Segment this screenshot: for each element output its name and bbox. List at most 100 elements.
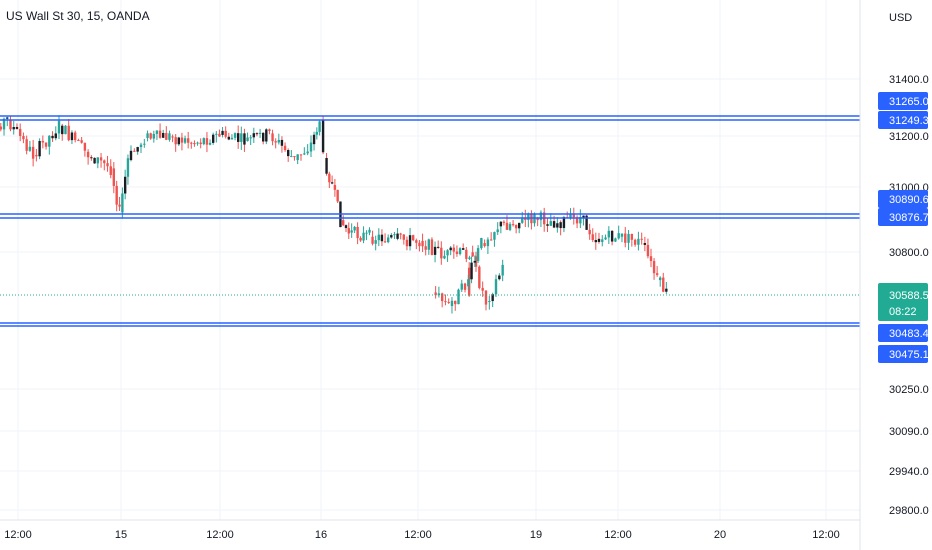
candle-up [620, 233, 624, 237]
candle-up [306, 151, 309, 154]
candle-down [280, 139, 284, 146]
candle-down [118, 204, 121, 207]
candle-up [246, 137, 249, 142]
candle-up [303, 153, 306, 155]
candle-up [396, 233, 399, 239]
candle-down [25, 139, 28, 151]
candle-down [478, 266, 481, 288]
candle-up [177, 137, 181, 145]
candle-down [455, 251, 459, 255]
candle-up [486, 239, 490, 247]
candle-up [28, 146, 32, 151]
price-axis-tick-label: 30800.0 [889, 247, 929, 259]
candle-up [443, 255, 446, 259]
candle-up [476, 248, 480, 261]
candle-down [610, 230, 614, 242]
candle-down [236, 133, 240, 142]
last-price-tag [878, 283, 928, 321]
candle-down [630, 233, 634, 240]
candle-down [461, 248, 465, 250]
candle-down [514, 225, 518, 229]
candle-up [494, 279, 498, 295]
candle-down [359, 237, 362, 241]
candle-down [424, 246, 427, 250]
candle-down [383, 241, 387, 243]
candle-down [444, 301, 447, 303]
candle-down [174, 137, 177, 145]
candle-down [356, 226, 359, 238]
candle-down [224, 130, 227, 137]
candle-up [617, 233, 620, 239]
symbol-title[interactable]: US Wall St 30, 15, OANDA [6, 9, 150, 23]
candle-down [347, 228, 350, 234]
candle-down [67, 125, 70, 141]
candle-up [54, 133, 57, 139]
candle-up [659, 277, 662, 281]
price-level-tag-label: 31249.3 [889, 115, 929, 127]
candle-down [165, 132, 168, 140]
candle-down [35, 154, 38, 157]
candle-down [158, 130, 162, 138]
candle-down [274, 141, 277, 143]
candle-up [582, 215, 585, 218]
candle-up [139, 144, 143, 148]
candle-down [51, 135, 54, 139]
candle-up [123, 176, 127, 194]
candle-down [511, 224, 515, 226]
price-level-tag-label: 30876.7 [889, 212, 929, 224]
last-price-value: 30588.5 [889, 290, 929, 302]
candle-up [604, 237, 607, 240]
candle-down [77, 140, 80, 142]
candle-down [415, 240, 418, 243]
candle-down [227, 136, 231, 140]
candle-down [471, 252, 474, 257]
candle-down [342, 220, 345, 226]
candle-down [218, 133, 221, 137]
price-axis-tick-label: 30090.0 [889, 426, 929, 438]
candle-up [249, 137, 252, 139]
candle-up [480, 237, 483, 249]
candle-down [103, 160, 106, 164]
candle-down [662, 277, 665, 292]
time-axis[interactable]: 12:00 15 12:00 16 12:00 19 12:00 20 12:00 [4, 529, 840, 541]
candle-up [152, 133, 156, 139]
candle-down [502, 221, 506, 223]
candle-up [614, 238, 617, 242]
candle-down [180, 137, 184, 143]
candle-up [48, 135, 51, 147]
price-tags: 31265.0 31249.3 30890.6 30876.7 30483.4 30475… [878, 92, 929, 363]
candle-up [449, 247, 452, 251]
candle-down [261, 132, 265, 142]
candle-down [109, 166, 112, 175]
candle-down [333, 185, 337, 190]
candle-up [437, 293, 441, 296]
candle-up [6, 117, 9, 119]
candle-up [521, 217, 524, 223]
candle-down [171, 136, 174, 138]
candle-down [336, 189, 339, 202]
candle-down [430, 239, 434, 255]
candle-down [86, 151, 90, 158]
time-axis-tick-label: 12:00 [812, 529, 840, 541]
time-axis-tick-label: 12:00 [604, 529, 632, 541]
candle-up [556, 223, 559, 228]
candle-down [447, 301, 450, 303]
candle-up [579, 216, 582, 224]
candle-up [549, 221, 552, 226]
candle-down [481, 287, 484, 291]
time-axis-tick-label: 20 [714, 529, 726, 541]
candle-down [559, 222, 562, 229]
horizontal-levels[interactable] [0, 115, 860, 327]
candle-up [183, 138, 187, 143]
time-axis-tick-label: 19 [530, 529, 542, 541]
candle-down [90, 157, 93, 159]
candle-down [624, 233, 627, 243]
candle-up [627, 233, 630, 243]
price-axis-tick-label: 29940.0 [889, 466, 929, 478]
candle-down [321, 119, 325, 153]
candle-down [15, 127, 19, 129]
candle-down [93, 157, 96, 164]
candle-down [112, 168, 116, 186]
candle-down [411, 235, 415, 241]
